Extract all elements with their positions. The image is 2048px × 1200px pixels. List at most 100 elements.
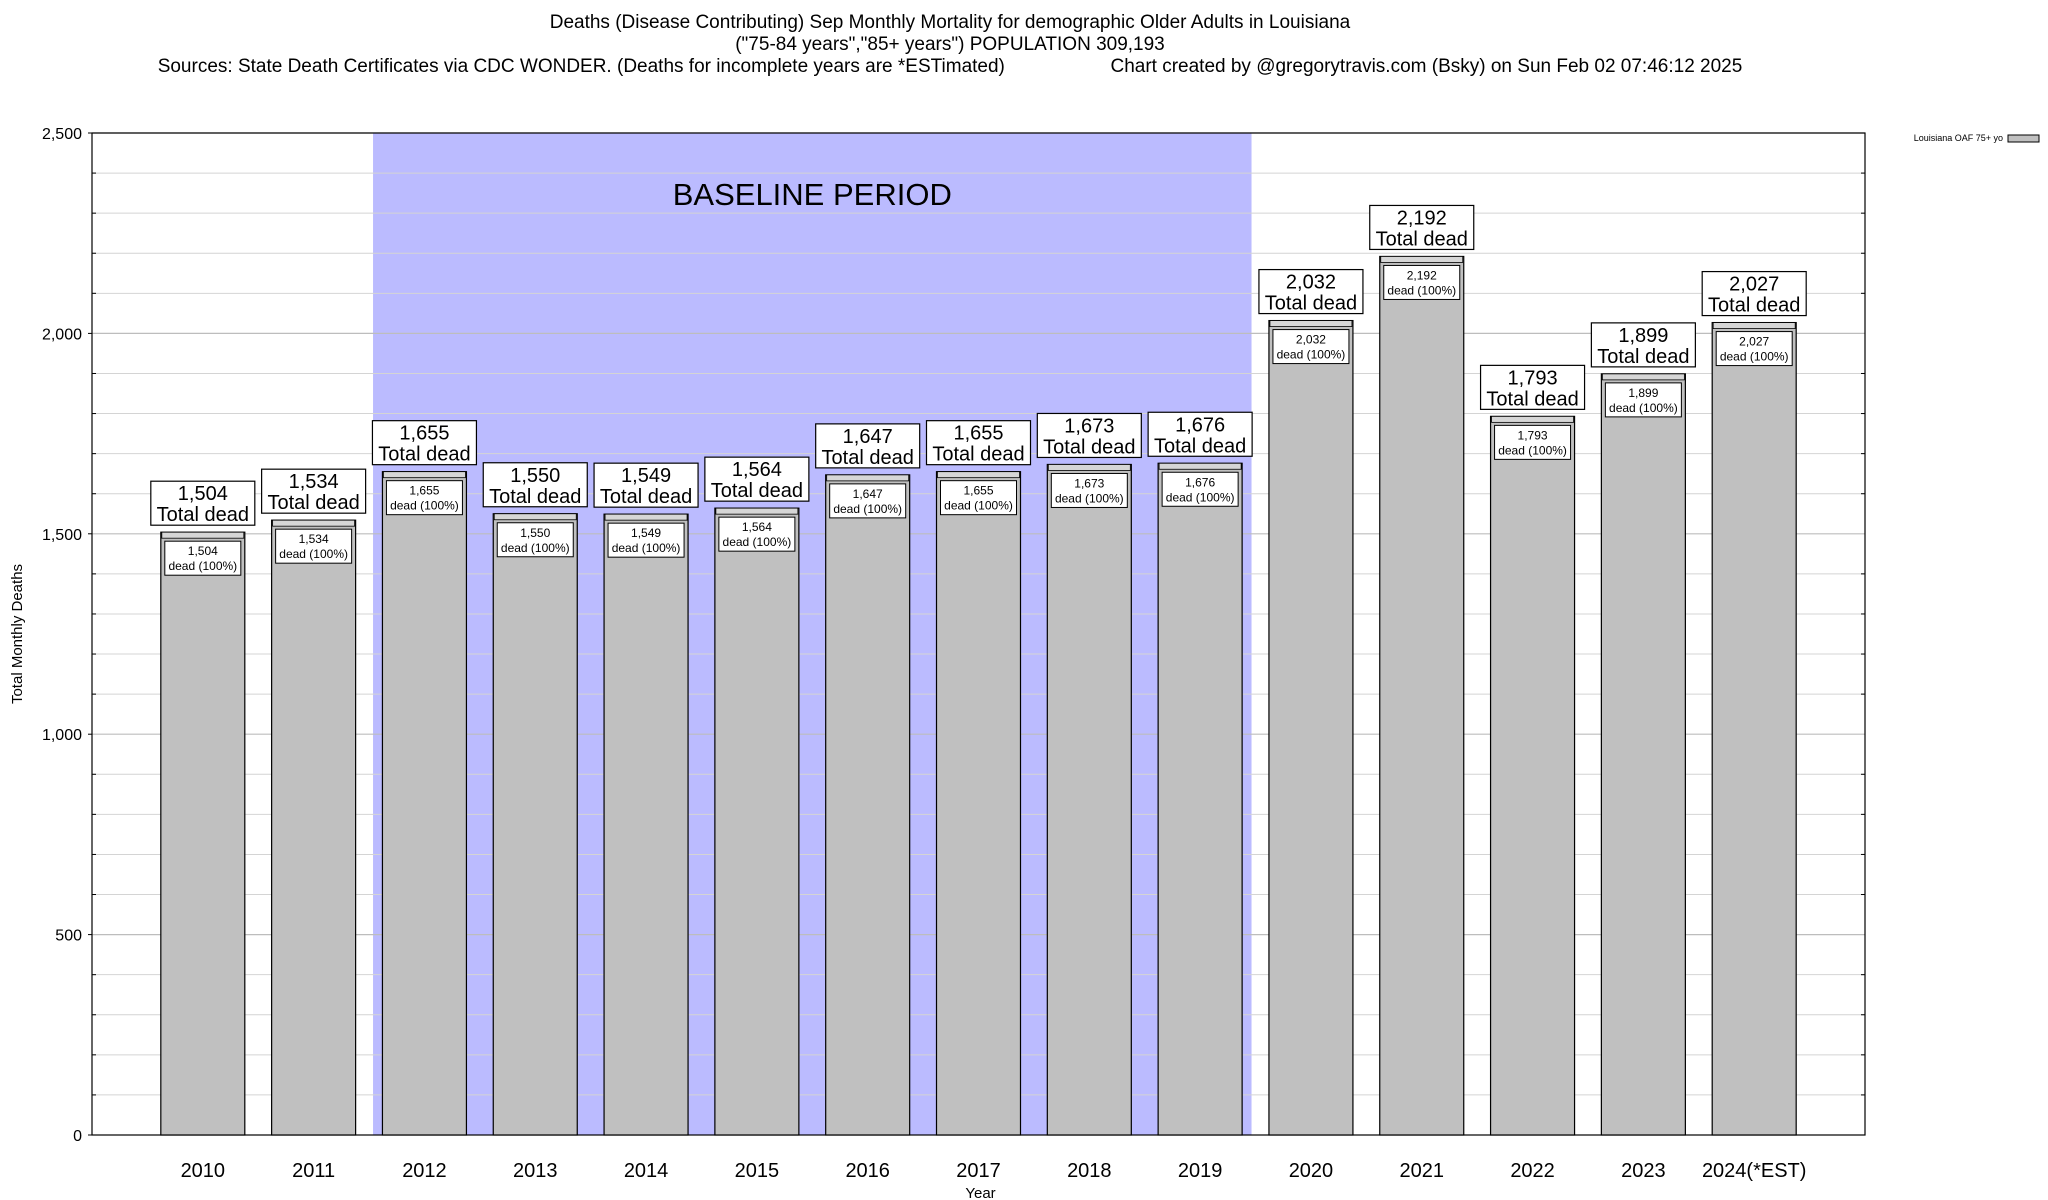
inner-label-box xyxy=(1383,264,1461,300)
total-label-box xyxy=(1147,411,1253,457)
inner-value-label: 2,192 xyxy=(1407,268,1437,282)
inner-value-label: 1,647 xyxy=(853,487,883,501)
bar-cap xyxy=(1380,256,1464,263)
x-tick-label: 2023 xyxy=(1621,1160,1666,1182)
total-value-label: 1,899 xyxy=(1618,325,1668,347)
inner-value-label: 1,550 xyxy=(520,526,550,540)
y-axis-label: Total Monthly Deaths xyxy=(9,564,26,704)
inner-value-label: 1,564 xyxy=(742,520,772,534)
y-tick-label: 1,000 xyxy=(42,727,82,744)
total-text-label: Total dead xyxy=(1708,295,1800,317)
inner-percent-label: dead (100%) xyxy=(833,502,902,516)
inner-percent-label: dead (100%) xyxy=(1277,348,1346,362)
total-label-box xyxy=(593,462,699,508)
total-label-box xyxy=(1036,412,1142,459)
total-value-label: 1,504 xyxy=(178,483,228,505)
total-label-box xyxy=(1258,268,1364,315)
x-tick-label: 2010 xyxy=(181,1160,226,1182)
bar xyxy=(271,519,357,1136)
legend-label: Louisiana OAF 75+ yo xyxy=(1914,133,2003,143)
total-text-label: Total dead xyxy=(711,480,803,502)
sources-and-credit: Sources: State Death Certificates via CD… xyxy=(0,56,1900,78)
total-text-label: Total dead xyxy=(1265,293,1357,315)
bar xyxy=(1711,321,1797,1136)
inner-percent-label: dead (100%) xyxy=(1055,491,1124,505)
inner-label-box xyxy=(1604,382,1682,418)
inner-percent-label: dead (100%) xyxy=(390,499,459,513)
inner-label-box xyxy=(940,480,1017,516)
inner-percent-label: dead (100%) xyxy=(1387,283,1456,297)
sources-note: Sources: State Death Certificates via CD… xyxy=(157,56,1005,77)
bar-cap xyxy=(383,471,466,479)
bar xyxy=(492,513,578,1136)
baseline-period-label: BASELINE PERIOD xyxy=(673,177,952,212)
total-text-label: Total dead xyxy=(1597,346,1689,368)
inner-percent-label: dead (100%) xyxy=(1609,401,1678,415)
y-tick-label: 500 xyxy=(55,928,82,945)
total-text-label: Total dead xyxy=(1043,436,1135,458)
y-tick-label: 1,500 xyxy=(42,527,82,544)
bar-cap xyxy=(826,474,910,482)
bar xyxy=(1157,462,1243,1136)
bar-cap xyxy=(1158,462,1242,470)
total-text-label: Total dead xyxy=(378,444,470,466)
x-tick-label: 2013 xyxy=(513,1160,558,1182)
bar xyxy=(1379,255,1465,1136)
inner-value-label: 1,655 xyxy=(409,484,439,498)
total-label-box xyxy=(261,468,367,514)
bar xyxy=(1268,319,1354,1136)
bar xyxy=(160,531,246,1136)
inner-label-box xyxy=(1715,331,1793,367)
bar-cap xyxy=(161,531,245,539)
inner-percent-label: dead (100%) xyxy=(279,547,348,561)
inner-percent-label: dead (100%) xyxy=(1166,490,1235,504)
x-tick-label: 2024(*EST) xyxy=(1702,1160,1807,1182)
inner-value-label: 1,793 xyxy=(1518,428,1548,442)
bar-cap xyxy=(604,513,688,521)
bar-cap xyxy=(1601,373,1685,381)
total-value-label: 1,550 xyxy=(510,465,560,487)
bar xyxy=(714,507,800,1136)
total-text-label: Total dead xyxy=(489,486,581,508)
inner-value-label: 2,027 xyxy=(1739,335,1769,349)
total-value-label: 1,673 xyxy=(1064,415,1114,437)
inner-label-box xyxy=(496,522,574,558)
bar xyxy=(381,471,468,1136)
inner-value-label: 1,534 xyxy=(299,532,329,546)
inner-label-box xyxy=(1272,329,1350,365)
total-text-label: Total dead xyxy=(932,444,1024,466)
inner-label-box xyxy=(275,528,353,564)
inner-percent-label: dead (100%) xyxy=(612,541,681,555)
total-value-label: 1,655 xyxy=(399,423,449,445)
total-value-label: 1,793 xyxy=(1508,367,1558,389)
bar xyxy=(1600,373,1686,1136)
total-label-box xyxy=(704,456,810,502)
inner-value-label: 1,549 xyxy=(631,526,661,540)
total-value-label: 2,192 xyxy=(1397,207,1447,229)
total-text-label: Total dead xyxy=(1376,228,1468,250)
x-tick-label: 2011 xyxy=(292,1160,335,1182)
inner-label-box xyxy=(607,522,685,558)
total-value-label: 1,534 xyxy=(289,471,339,493)
x-tick-label: 2014 xyxy=(624,1160,669,1182)
total-label-box xyxy=(371,420,478,466)
bar-cap xyxy=(937,471,1020,479)
bar-cap xyxy=(493,513,577,521)
y-tick-label: 0 xyxy=(73,1128,82,1145)
inner-value-label: 1,504 xyxy=(188,544,218,558)
bar-cap xyxy=(1491,415,1574,423)
y-tick-label: 2,000 xyxy=(42,326,82,343)
total-value-label: 2,032 xyxy=(1286,272,1336,294)
total-label-box xyxy=(815,423,921,469)
total-text-label: Total dead xyxy=(600,486,692,508)
total-value-label: 1,655 xyxy=(953,423,1003,445)
x-tick-label: 2018 xyxy=(1067,1160,1112,1182)
inner-percent-label: dead (100%) xyxy=(1720,350,1789,364)
total-value-label: 1,549 xyxy=(621,465,671,487)
bar xyxy=(1489,415,1576,1136)
inner-label-box xyxy=(385,480,463,516)
total-label-box xyxy=(150,480,256,526)
inner-label-box xyxy=(829,483,907,519)
total-label-box xyxy=(1590,322,1696,368)
inner-percent-label: dead (100%) xyxy=(501,541,570,555)
